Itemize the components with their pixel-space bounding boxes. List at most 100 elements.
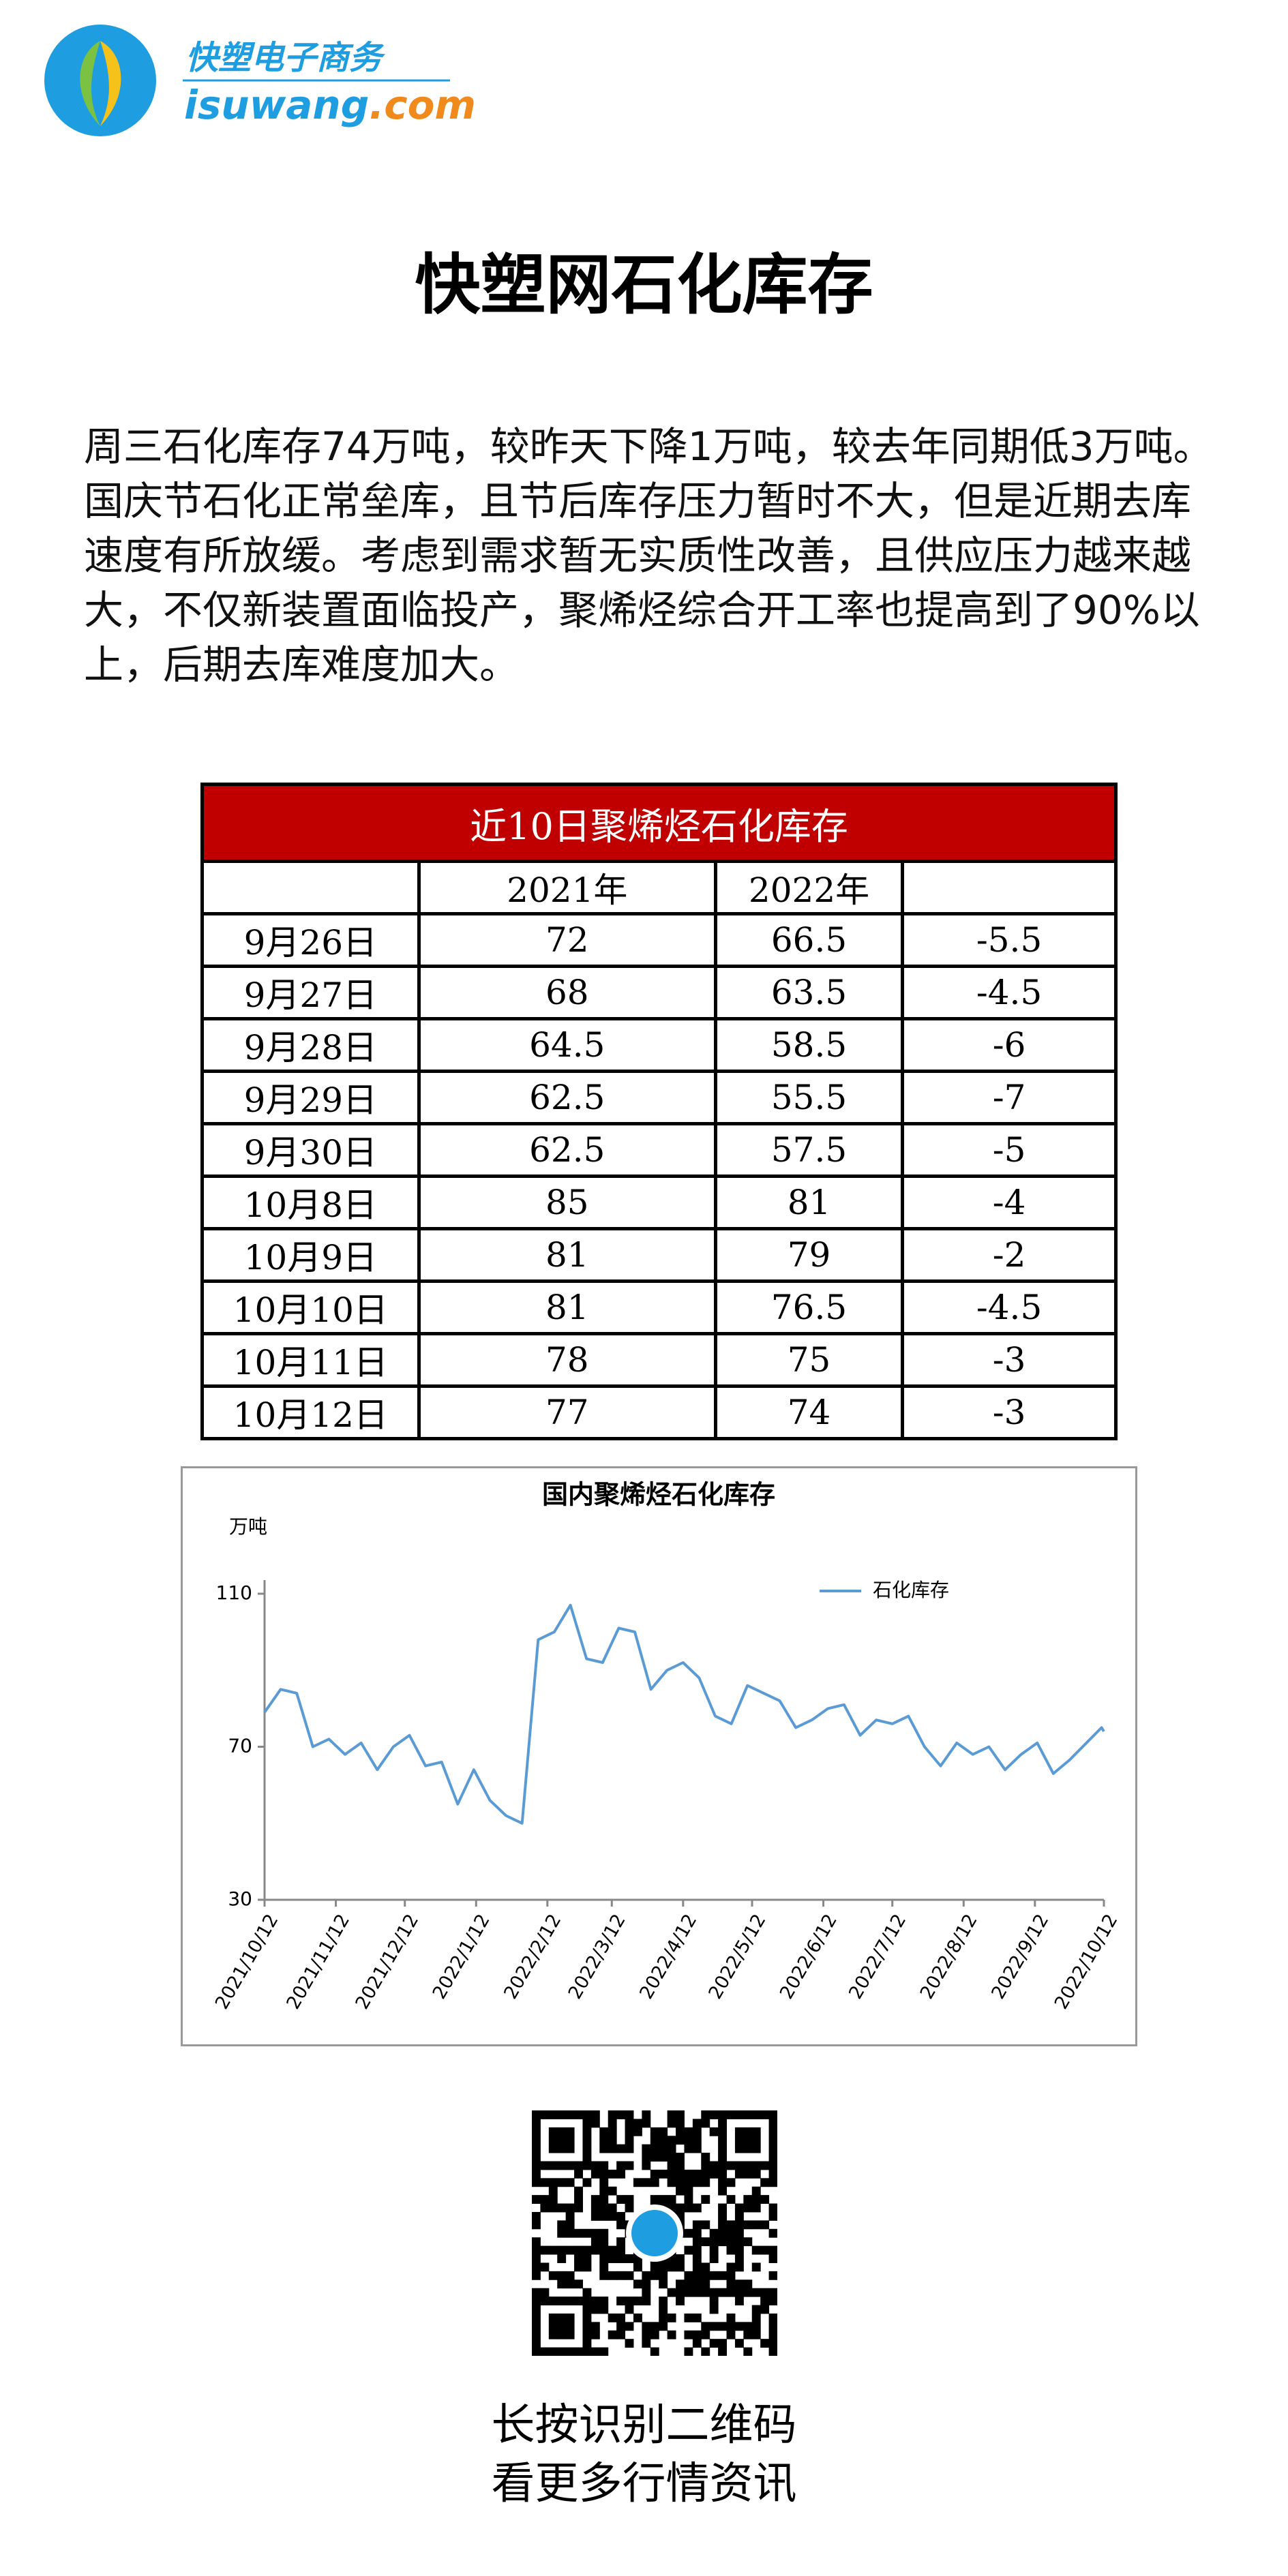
table-cell: 10月10日 [200,1279,421,1335]
table-cell: 10月12日 [200,1384,421,1440]
qr-module [582,2262,592,2272]
qr-module [633,2279,642,2289]
qr-module [743,2237,753,2247]
qr-module [616,2211,626,2221]
qr-module [718,2144,728,2153]
qr-module [659,2153,668,2162]
qr-module [616,2169,626,2179]
qr-module [718,2339,728,2348]
qr-module [726,2228,736,2238]
table-cell: 55.5 [713,1070,905,1125]
qr-module [701,2237,710,2247]
qr-module [650,2195,659,2204]
qr-module [676,2161,685,2170]
qr-module [692,2245,702,2255]
qr-module [565,2203,575,2213]
qr-module [642,2119,651,2128]
qr-module [557,2203,567,2213]
qr-module [709,2297,719,2306]
table-cell: 9月29日 [200,1070,421,1125]
qr-module [768,2119,777,2128]
qr-module [751,2330,761,2339]
qr-module [557,2245,567,2255]
qr-module [726,2279,736,2289]
qr-module [659,2127,668,2136]
qr-module [574,2279,583,2289]
qr-module [616,2220,626,2230]
qr-module [565,2178,575,2187]
qr-module [751,2305,761,2314]
qr-module [734,2127,744,2136]
qr-module [565,2330,575,2339]
qr-module [650,2153,659,2162]
qr-module [557,2271,567,2280]
qr-module [734,2245,744,2255]
table-cell: -3 [901,1384,1118,1440]
qr-module [743,2330,753,2339]
table-title: 近10日聚烯烃石化库存 [200,783,1118,863]
qr-module [709,2254,719,2263]
qr-module [701,2322,710,2331]
qr-module [760,2195,770,2204]
qr-module [532,2305,541,2314]
qr-module [768,2245,777,2255]
qr-module [701,2195,710,2204]
qr-module [751,2161,761,2170]
qr-module [768,2288,777,2297]
qr-module [582,2297,592,2306]
table-row: 9月29日 62.5 55.5 -7 [200,1070,1118,1125]
qr-module [743,2136,753,2145]
qr-module [540,2178,550,2187]
qr-module [709,2169,719,2179]
qr-module [743,2288,753,2297]
qr-module [642,2288,651,2297]
qr-module [751,2127,761,2136]
qr-module [734,2211,744,2221]
qr-module [532,2322,541,2331]
table-row: 10月9日 81 79 -2 [200,1227,1118,1283]
table-cell: 79 [713,1227,905,1283]
qr-module [608,2313,617,2322]
qr-module [684,2127,693,2136]
qr-module [582,2313,592,2322]
qr-module [726,2195,736,2204]
qr-module [768,2136,777,2145]
qr-module [676,2297,685,2306]
qr-module [642,2322,651,2331]
qr-module [768,2211,777,2221]
qr-module [557,2347,567,2356]
qr-module [709,2127,719,2136]
qr-module [760,2339,770,2348]
qr-module [616,2237,626,2247]
qr-module [718,2153,728,2162]
qr-module [557,2144,567,2153]
qr-module [701,2347,710,2356]
qr-module [532,2153,541,2162]
qr-module [659,2271,668,2280]
qr-module [734,2237,744,2247]
qr-module [574,2245,583,2255]
qr-module [676,2127,685,2136]
qr-module [590,2330,600,2339]
qr-module [684,2330,693,2339]
qr-module [684,2245,693,2255]
qr-module [565,2271,575,2280]
table-row: 10月10日 81 76.5 -4.5 [200,1279,1118,1335]
qr-module [625,2127,634,2136]
qr-module [565,2220,575,2230]
qr-module [718,2119,728,2128]
qr-module [532,2262,541,2272]
header-row: 2021年 2022年 [200,860,1118,915]
qr-module [650,2271,659,2280]
qr-module [718,2347,728,2356]
qr-module [608,2136,617,2145]
qr-module [574,2262,583,2272]
qr-module [557,2178,567,2187]
qr-module [565,2127,575,2136]
qr-module [608,2110,617,2119]
table-cell: 10月9日 [200,1227,421,1283]
qr-module [642,2339,651,2348]
qr-module [574,2203,583,2213]
qr-module [548,2313,558,2322]
qr-module [709,2237,719,2247]
